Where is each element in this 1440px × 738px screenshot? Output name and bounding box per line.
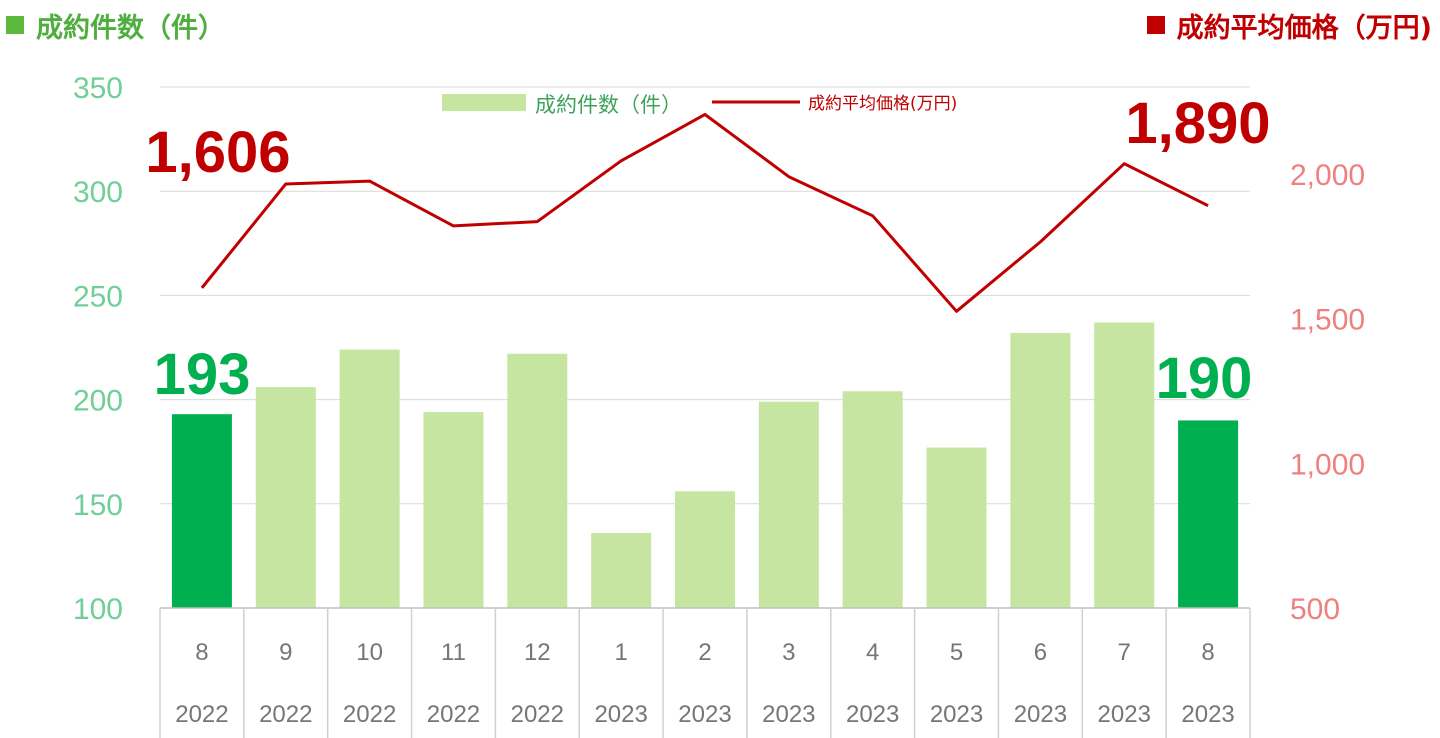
- bar: [171, 414, 232, 608]
- year-label: 2022: [511, 701, 564, 728]
- month-label: 10: [356, 639, 383, 666]
- year-label: 2023: [762, 701, 815, 728]
- legend-bar-label: 成約件数（件）: [535, 93, 682, 117]
- month-label: 7: [1118, 639, 1131, 666]
- year-label: 2023: [846, 701, 899, 728]
- right-axis-tick-label: 1,000: [1290, 448, 1365, 481]
- month-label: 6: [1034, 639, 1047, 666]
- left-title-text: 成約件数（件）: [36, 13, 225, 44]
- bar: [507, 353, 568, 608]
- line-annotation-end: 1,890: [1125, 91, 1270, 156]
- legend-line-label: 成約平均価格(万円): [808, 94, 957, 114]
- left-axis-tick-label: 350: [73, 72, 123, 105]
- bar-annotation-start: 193: [154, 342, 251, 407]
- bar: [758, 401, 819, 608]
- bar: [255, 387, 316, 608]
- month-label: 2: [698, 639, 711, 666]
- year-label: 2022: [175, 701, 228, 728]
- month-label: 8: [1201, 639, 1214, 666]
- right-axis-tick-label: 2,000: [1290, 159, 1365, 192]
- bar: [842, 391, 903, 608]
- bar: [1010, 332, 1071, 608]
- right-axis-tick-label: 500: [1290, 593, 1340, 626]
- bar: [675, 491, 735, 608]
- right-title-square-icon: [1146, 16, 1165, 34]
- year-label: 2023: [1098, 701, 1151, 728]
- bar: [339, 349, 400, 608]
- month-label: 5: [950, 639, 963, 666]
- bar: [926, 447, 987, 608]
- year-label: 2022: [259, 701, 312, 728]
- legend-bar-swatch: [442, 94, 526, 111]
- right-axis-tick-label: 1,500: [1290, 304, 1365, 337]
- bar: [591, 532, 652, 608]
- left-axis-tick-label: 300: [73, 176, 123, 209]
- year-label: 2023: [1014, 701, 1067, 728]
- year-label: 2023: [594, 701, 647, 728]
- month-label: 9: [279, 639, 292, 666]
- month-label: 4: [866, 639, 879, 666]
- month-label: 1: [614, 639, 627, 666]
- left-axis-title: 成約件数（件）: [6, 6, 225, 45]
- left-title-square-icon: [6, 16, 24, 34]
- month-label: 3: [782, 639, 795, 666]
- year-label: 2022: [427, 701, 480, 728]
- line-annotation-start: 1,606: [145, 120, 290, 185]
- year-label: 2022: [343, 701, 396, 728]
- left-axis-tick-label: 150: [73, 489, 123, 522]
- bar: [1094, 322, 1155, 608]
- right-axis-title: 成約平均価格（万円): [1146, 6, 1432, 45]
- year-label: 2023: [1181, 701, 1234, 728]
- month-label: 11: [441, 639, 466, 666]
- month-label: 8: [195, 639, 208, 666]
- right-title-text: 成約平均価格（万円): [1176, 13, 1432, 44]
- price-line: [200, 112, 1209, 313]
- left-axis-tick-label: 250: [73, 280, 123, 313]
- bar: [423, 412, 484, 608]
- year-label: 2023: [930, 701, 983, 728]
- bar-annotation-end: 190: [1156, 346, 1253, 411]
- left-axis-tick-label: 200: [73, 385, 123, 418]
- year-label: 2023: [678, 701, 731, 728]
- left-axis-tick-label: 100: [73, 593, 123, 626]
- month-label: 12: [524, 639, 551, 666]
- bar: [1178, 420, 1239, 608]
